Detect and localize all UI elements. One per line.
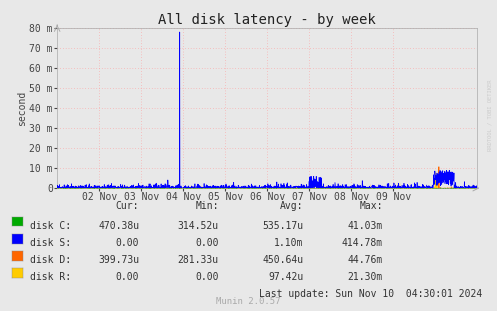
Text: Last update: Sun Nov 10  04:30:01 2024: Last update: Sun Nov 10 04:30:01 2024 <box>259 289 482 299</box>
Text: disk R:: disk R: <box>30 272 71 282</box>
Y-axis label: second: second <box>17 91 27 126</box>
Text: Munin 2.0.57: Munin 2.0.57 <box>216 297 281 306</box>
Text: 0.00: 0.00 <box>195 238 219 248</box>
Title: All disk latency - by week: All disk latency - by week <box>158 13 376 27</box>
Text: 399.73u: 399.73u <box>98 255 139 265</box>
Text: Avg:: Avg: <box>280 201 303 211</box>
Text: disk C:: disk C: <box>30 221 71 231</box>
Text: Max:: Max: <box>359 201 383 211</box>
Text: 535.17u: 535.17u <box>262 221 303 231</box>
Text: 97.42u: 97.42u <box>268 272 303 282</box>
Text: 1.10m: 1.10m <box>274 238 303 248</box>
Text: 281.33u: 281.33u <box>177 255 219 265</box>
Text: 44.76m: 44.76m <box>347 255 383 265</box>
Text: 414.78m: 414.78m <box>341 238 383 248</box>
Text: 314.52u: 314.52u <box>177 221 219 231</box>
Text: disk D:: disk D: <box>30 255 71 265</box>
Text: 470.38u: 470.38u <box>98 221 139 231</box>
Text: 0.00: 0.00 <box>116 272 139 282</box>
Text: Min:: Min: <box>195 201 219 211</box>
Text: 0.00: 0.00 <box>195 272 219 282</box>
Text: 0.00: 0.00 <box>116 238 139 248</box>
Text: 21.30m: 21.30m <box>347 272 383 282</box>
Text: RRDTOOL / TOBI OETIKER: RRDTOOL / TOBI OETIKER <box>487 79 492 151</box>
Text: 450.64u: 450.64u <box>262 255 303 265</box>
Text: disk S:: disk S: <box>30 238 71 248</box>
Text: 41.03m: 41.03m <box>347 221 383 231</box>
Text: Cur:: Cur: <box>116 201 139 211</box>
